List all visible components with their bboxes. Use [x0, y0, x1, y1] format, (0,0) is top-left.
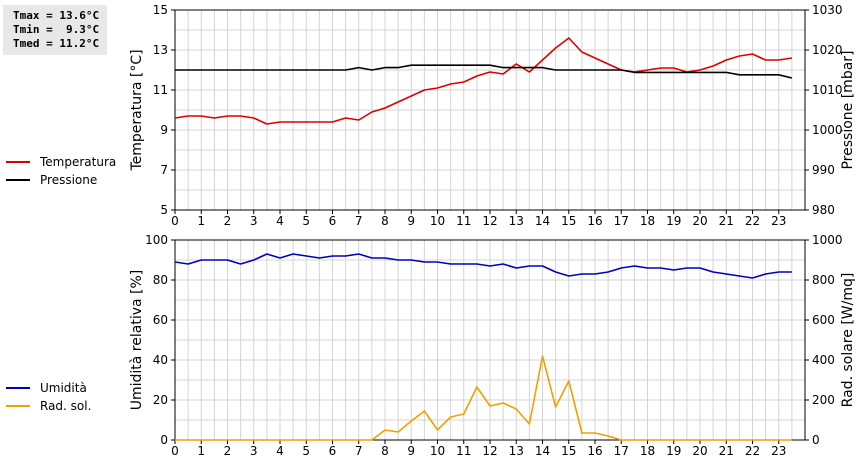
legend-label-temperatura: Temperatura	[40, 155, 117, 169]
legend-item-rad-sol: Rad. sol.	[6, 397, 91, 415]
tmax-text: Tmax = 13.6°C	[13, 9, 100, 22]
panel2-xtick-label: 4	[276, 444, 284, 458]
panel1-xtick-label: 11	[456, 214, 471, 228]
legend-swatch-rad-sol	[6, 405, 30, 407]
panel2-xtick-label: 10	[430, 444, 445, 458]
panel2-ytick-label: 20	[153, 393, 168, 407]
panel1-xtick-label: 20	[692, 214, 707, 228]
panel1-y2tick-label: 980	[812, 203, 835, 217]
panel2-xtick-label: 20	[692, 444, 707, 458]
panel2-ytick-label: 0	[160, 433, 168, 447]
panel2-xtick-label: 18	[640, 444, 655, 458]
panel1-xtick-label: 12	[482, 214, 497, 228]
panel2-xtick-label: 16	[587, 444, 602, 458]
panel2-xtick-label: 3	[250, 444, 258, 458]
panel2-xtick-label: 11	[456, 444, 471, 458]
legend-top: Temperatura Pressione	[6, 153, 116, 189]
panel1-xtick-label: 5	[302, 214, 310, 228]
panel1-ylabel: Temperatura [°C]	[129, 49, 145, 171]
panel2-y2tick-label: 0	[812, 433, 820, 447]
panel1-xtick-label: 6	[329, 214, 337, 228]
panel2-xtick-label: 17	[614, 444, 629, 458]
tmin-text: Tmin = 9.3°C	[13, 23, 100, 36]
panel1-xtick-label: 22	[745, 214, 760, 228]
panel1-ytick-label: 9	[160, 123, 168, 137]
legend-item-pressione: Pressione	[6, 171, 116, 189]
panel1-xtick-label: 13	[509, 214, 524, 228]
panel2-series-rad-sol	[175, 355, 792, 441]
panel1-xtick-label: 10	[430, 214, 445, 228]
panel1-series-pressione	[175, 64, 793, 79]
panel2-xtick-label: 15	[561, 444, 576, 458]
panel2-xtick-label: 5	[302, 444, 310, 458]
panel1-xtick-label: 18	[640, 214, 655, 228]
panel1-y2label: Pressione [mbar]	[840, 50, 856, 169]
panel2-y2tick-label: 600	[812, 313, 835, 327]
panel2-xtick-label: 0	[171, 444, 179, 458]
panel2-xtick-label: 14	[535, 444, 550, 458]
panel2-xtick-label: 21	[719, 444, 734, 458]
panel1-xtick-label: 9	[407, 214, 415, 228]
tmed-text: Tmed = 11.2°C	[13, 37, 100, 50]
panel2-ylabel: Umidità relativa [%]	[129, 270, 145, 411]
panel1-xtick-label: 4	[276, 214, 284, 228]
panel1-y2tick-label: 1030	[812, 3, 843, 17]
panel1-y2tick-label: 990	[812, 163, 835, 177]
legend-bottom: Umidità Rad. sol.	[6, 379, 91, 415]
panel2-xtick-label: 23	[771, 444, 786, 458]
legend-label-rad-sol: Rad. sol.	[40, 399, 92, 413]
panel2-xtick-label: 1	[197, 444, 205, 458]
panel2-y2tick-label: 1000	[812, 233, 843, 247]
panel1-xtick-label: 8	[381, 214, 389, 228]
panel2-series-umidit	[174, 253, 792, 279]
panel2-y2label: Rad. solare [W/mq]	[840, 273, 856, 408]
panel1-ytick-label: 5	[160, 203, 168, 217]
panel2-ytick-label: 80	[153, 273, 168, 287]
panel1-xtick-label: 14	[535, 214, 550, 228]
panel1-xtick-label: 3	[250, 214, 258, 228]
panel1-ytick-label: 11	[153, 83, 168, 97]
legend-label-umidita: Umidità	[40, 381, 87, 395]
legend-label-pressione: Pressione	[40, 173, 98, 187]
panel2-ytick-label: 100	[145, 233, 168, 247]
panel2-y2tick-label: 200	[812, 393, 835, 407]
panel1-xtick-label: 23	[771, 214, 786, 228]
legend-item-umidita: Umidità	[6, 379, 91, 397]
panel2-y2tick-label: 800	[812, 273, 835, 287]
legend-swatch-umidita	[6, 387, 30, 389]
panel2-xtick-label: 8	[381, 444, 389, 458]
panel1-y2tick-label: 1020	[812, 43, 843, 57]
panel1-y2tick-label: 1000	[812, 123, 843, 137]
panel1-ytick-label: 13	[153, 43, 168, 57]
legend-swatch-pressione	[6, 179, 30, 181]
panel2-xtick-label: 22	[745, 444, 760, 458]
panel2-y2tick-label: 400	[812, 353, 835, 367]
panel1-y2tick-label: 1010	[812, 83, 843, 97]
panel2-ytick-label: 60	[153, 313, 168, 327]
panel1-xtick-label: 16	[587, 214, 602, 228]
panel1-xtick-label: 19	[666, 214, 681, 228]
panel1-xtick-label: 1	[197, 214, 205, 228]
panel2-xtick-label: 13	[509, 444, 524, 458]
panel1-xtick-label: 17	[614, 214, 629, 228]
panel2-xtick-label: 6	[329, 444, 337, 458]
panel2-xtick-label: 19	[666, 444, 681, 458]
panel1-xtick-label: 0	[171, 214, 179, 228]
panel1-xtick-label: 2	[224, 214, 232, 228]
panel1-ytick-label: 7	[160, 163, 168, 177]
panel2-xtick-label: 9	[407, 444, 415, 458]
legend-item-temperatura: Temperatura	[6, 153, 116, 171]
panel1-xtick-label: 21	[719, 214, 734, 228]
panel1-xtick-label: 7	[355, 214, 363, 228]
panel2-ytick-label: 40	[153, 353, 168, 367]
legend-swatch-temperatura	[6, 161, 30, 163]
stats-box: Tmax = 13.6°C Tmin = 9.3°C Tmed = 11.2°C	[3, 5, 107, 55]
panel1-xtick-label: 15	[561, 214, 576, 228]
panel2-xtick-label: 7	[355, 444, 363, 458]
panel2-xtick-label: 2	[224, 444, 232, 458]
panel2-xtick-label: 12	[482, 444, 497, 458]
panel1-ytick-label: 15	[153, 3, 168, 17]
